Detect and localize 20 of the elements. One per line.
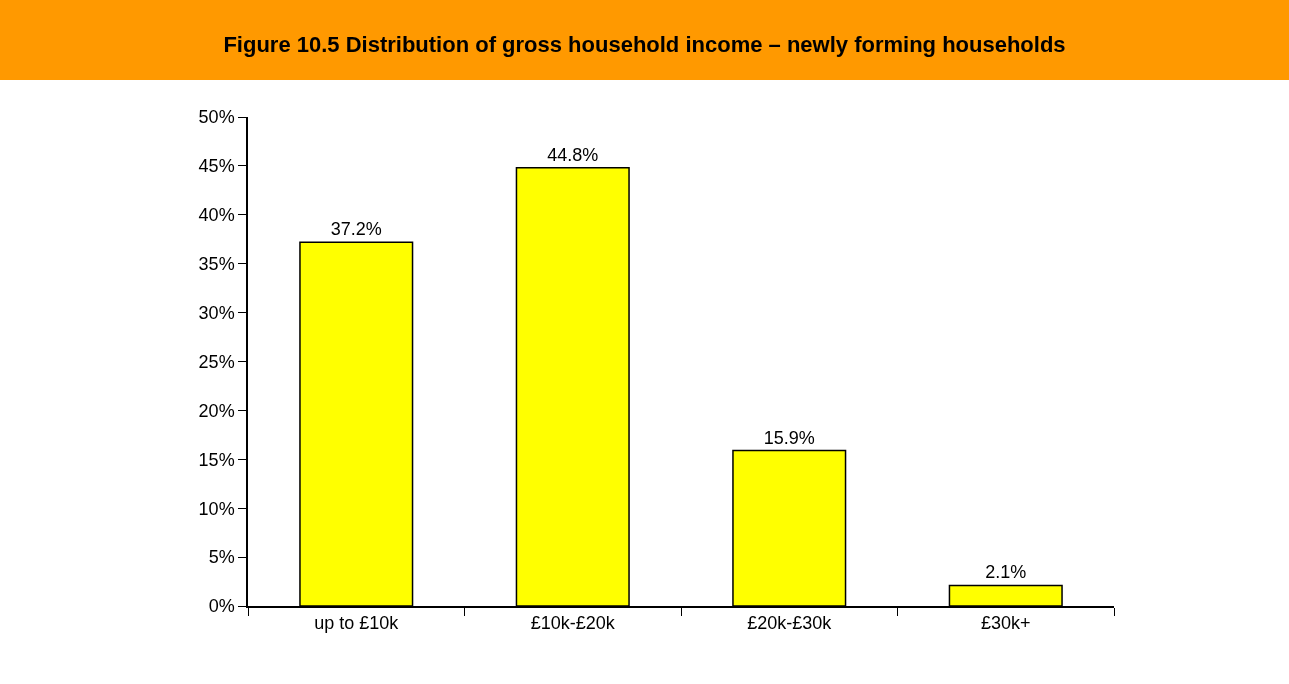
data-label: 2.1% <box>985 562 1027 583</box>
y-tick-label: 30% <box>198 302 235 323</box>
x-tick-label: £20k-£30k <box>747 613 833 634</box>
y-tick-label: 20% <box>198 400 235 421</box>
data-label: 15.9% <box>763 427 815 448</box>
x-tick-label: £30k+ <box>980 613 1031 634</box>
chart-title: Figure 10.5 Distribution of gross household income – newly forming households <box>223 31 1066 57</box>
y-tick-label: 5% <box>208 547 235 568</box>
y-tick-label: 35% <box>198 254 235 274</box>
y-tick-label: 40% <box>198 205 235 226</box>
data-label: 44.8% <box>547 144 599 165</box>
y-tick-label: 45% <box>198 156 235 177</box>
x-tick-label: up to £10k <box>314 613 400 634</box>
y-tick-label: 25% <box>198 351 235 372</box>
y-tick-label: 15% <box>198 449 235 470</box>
y-tick-label: 10% <box>198 498 235 519</box>
y-tick-label: 50% <box>198 107 235 128</box>
y-tick-label: 0% <box>208 596 235 617</box>
data-label: 37.2% <box>330 219 382 240</box>
x-tick-label: £10k-£20k <box>530 613 616 634</box>
